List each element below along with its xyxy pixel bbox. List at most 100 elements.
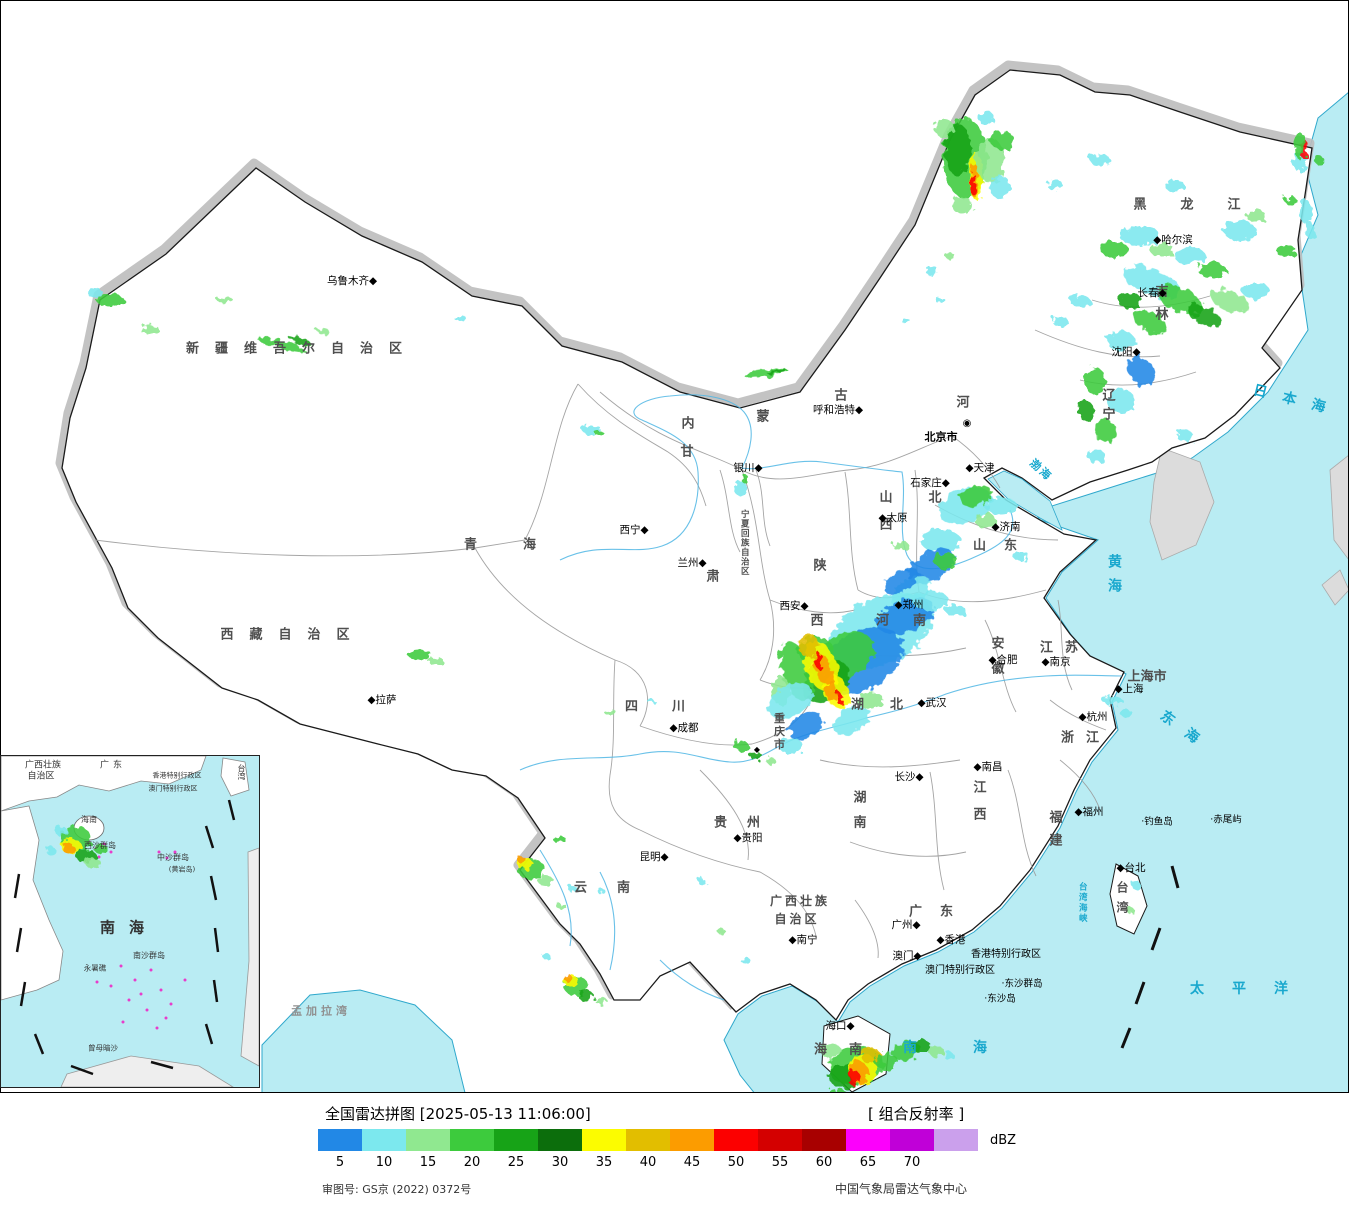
- bay-of-bengal-area: [261, 989, 466, 1093]
- radar-echo: [1088, 448, 1104, 464]
- radar-echo: [744, 367, 788, 379]
- taiwan-island: [1109, 863, 1148, 935]
- radar-echo: [1107, 389, 1135, 413]
- radar-echo: [934, 553, 958, 569]
- radar-echo: [779, 738, 803, 754]
- radar-echo: [1118, 293, 1142, 309]
- data-source-label: 中国气象局雷达气象中心: [835, 1182, 968, 1196]
- south-china-sea-inset: 广西壮族 自治区 广东 香港特别行政区 澳门特别行政区 台湾 海南 南海 西沙群岛 中沙群岛 (黄岩…: [0, 755, 260, 1088]
- radar-echo: [1188, 304, 1222, 328]
- radar-echo: [874, 1053, 898, 1069]
- radar-echo: [766, 368, 786, 374]
- radar-echo: [928, 1046, 944, 1056]
- radar-echo: [975, 138, 1005, 182]
- radar-echo: [1242, 283, 1270, 299]
- radar-echo: [741, 475, 749, 483]
- inset-taiwan: [220, 757, 250, 797]
- legend-product-label: [ 组合反射率 ]: [868, 1105, 965, 1123]
- radar-echo: [1210, 289, 1250, 313]
- radar-echo: [1300, 200, 1312, 224]
- radar-echo: [750, 752, 762, 760]
- radar-echo: [63, 844, 75, 854]
- legend-color-cell: [890, 1129, 934, 1151]
- inset-graphic: [1, 756, 259, 1087]
- japan-islands-2: [1321, 569, 1349, 606]
- inset-borneo: [60, 1055, 234, 1087]
- sea-layer: [261, 91, 1349, 1093]
- legend-title: 全国雷达拼图 [2025-05-13 11:06:00]: [325, 1105, 591, 1123]
- radar-echo: [1246, 210, 1266, 222]
- radar-echo: [960, 485, 992, 507]
- radar-echo: [595, 432, 605, 436]
- radar-echo: [454, 315, 466, 321]
- legend-scale-value: 35: [595, 1155, 613, 1170]
- radar-echo: [1127, 908, 1135, 914]
- radar-echo: [848, 1070, 860, 1086]
- radar-echo: [952, 196, 972, 214]
- legend-scale-value: 15: [419, 1155, 437, 1170]
- legend-color-cell: [758, 1129, 802, 1151]
- radar-echo: [517, 855, 525, 863]
- radar-echo: [1101, 242, 1129, 258]
- radar-echo: [1276, 245, 1296, 257]
- inset-radar-echo-layer: [46, 826, 108, 868]
- radar-echo: [985, 497, 1017, 515]
- radar-echo: [1052, 316, 1068, 326]
- radar-echo: [553, 835, 565, 843]
- korea-peninsula: [1149, 447, 1215, 561]
- radar-echo: [799, 634, 819, 658]
- radar-echo: [1085, 367, 1105, 395]
- radar-echo: [934, 119, 954, 137]
- radar-echo: [94, 844, 108, 854]
- radar-echo: [821, 1043, 841, 1059]
- radar-echo: [538, 876, 554, 886]
- radar-echo: [935, 297, 945, 303]
- legend-color-cell: [582, 1129, 626, 1151]
- legend-color-cell: [846, 1129, 890, 1151]
- radar-echo: [945, 124, 971, 176]
- radar-echo: [140, 326, 160, 334]
- legend-scale-value: 30: [551, 1155, 569, 1170]
- radar-echo: [1013, 551, 1029, 561]
- radar-echo: [1133, 309, 1167, 335]
- radar-echo: [925, 267, 939, 275]
- radar-echo: [970, 173, 976, 195]
- radar-echo: [1070, 295, 1090, 307]
- radar-echo: [578, 991, 594, 1001]
- radar-echo: [428, 658, 444, 664]
- inset-nine-dash-line: [13, 799, 236, 1076]
- radar-echo: [314, 327, 330, 335]
- radar-echo: [1090, 154, 1110, 166]
- radar-echo: [766, 758, 776, 764]
- radar-echo: [733, 741, 749, 751]
- map-graphic: [0, 0, 1349, 1093]
- radar-echo: [1150, 243, 1174, 257]
- legend-scale-value: 70: [903, 1155, 921, 1170]
- radar-echo: [1078, 401, 1094, 421]
- radar-echo: [976, 513, 996, 529]
- radar-echo: [595, 997, 607, 1005]
- radar-echo: [96, 294, 124, 306]
- radar-echo: [978, 111, 994, 125]
- yangtze-river: [519, 674, 1123, 771]
- radar-echo: [1132, 882, 1142, 890]
- legend-color-cell: [802, 1129, 846, 1151]
- radar-echo: [815, 653, 823, 669]
- radar-echo: [288, 336, 312, 346]
- radar-echo: [945, 253, 955, 259]
- radar-echo: [825, 681, 837, 701]
- radar-echo: [1285, 197, 1297, 205]
- radar-echo: [990, 175, 1010, 199]
- radar-echo: [46, 847, 56, 855]
- radar-echo: [789, 711, 823, 741]
- yellow-river: [559, 394, 1014, 570]
- radar-echo: [1174, 248, 1206, 264]
- radar-echo: [556, 903, 566, 909]
- legend-color-cell: [626, 1129, 670, 1151]
- radar-echo: [597, 888, 605, 894]
- radar-echo: [85, 858, 101, 868]
- legend-scale-value: 40: [639, 1155, 657, 1170]
- boundary-dashes: [1120, 865, 1180, 1049]
- rivers: [519, 394, 1123, 1001]
